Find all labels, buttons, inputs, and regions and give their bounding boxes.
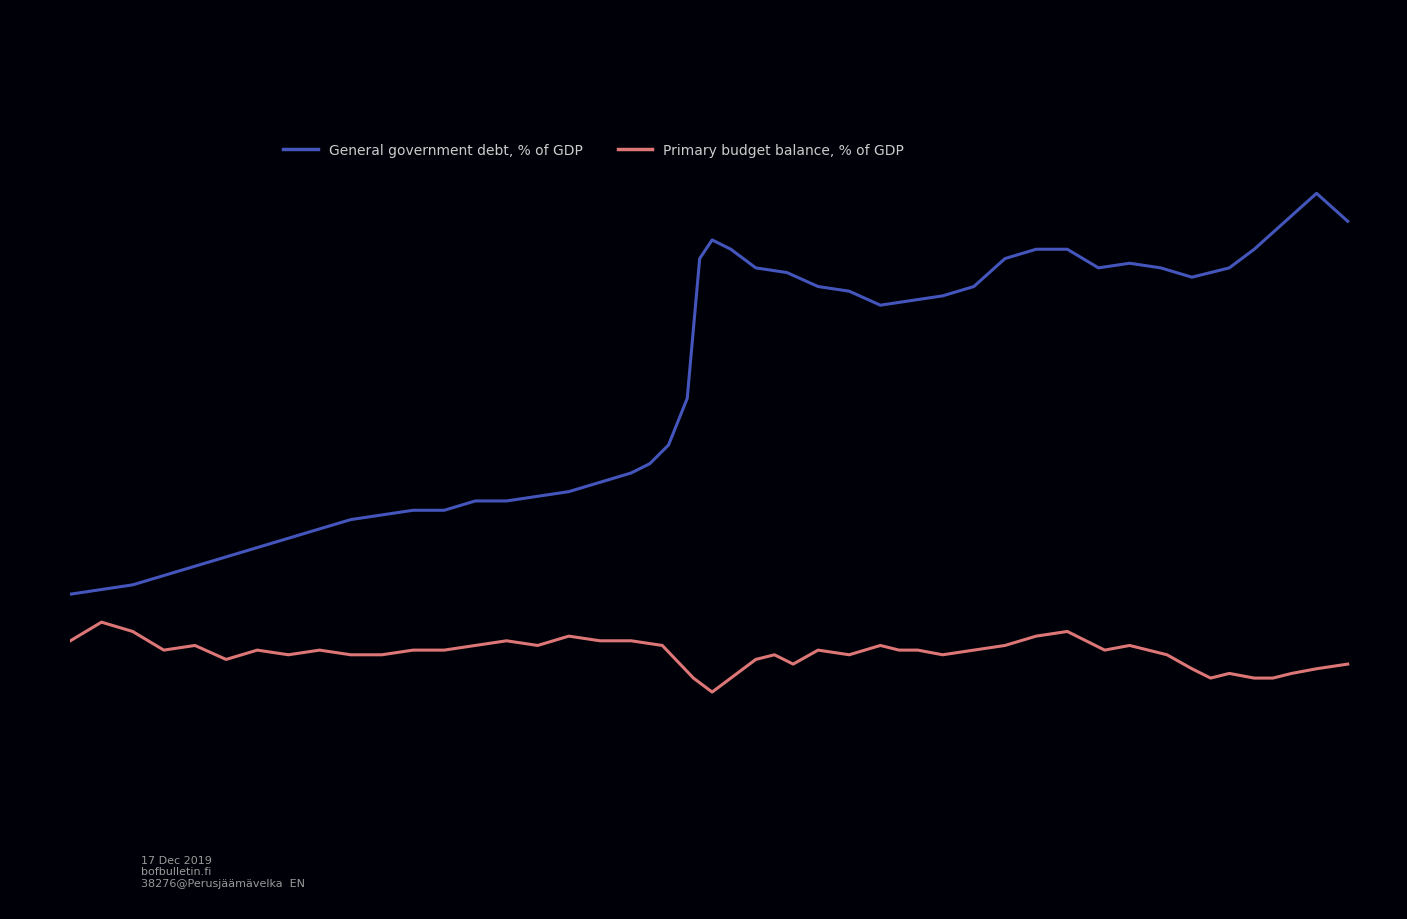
Text: 17 Dec 2019
bofbulletin.fi
38276@Perusjäämävelka  EN: 17 Dec 2019 bofbulletin.fi 38276@Perusjä… xyxy=(141,855,305,888)
Legend: General government debt, % of GDP, Primary budget balance, % of GDP: General government debt, % of GDP, Prima… xyxy=(277,138,910,164)
